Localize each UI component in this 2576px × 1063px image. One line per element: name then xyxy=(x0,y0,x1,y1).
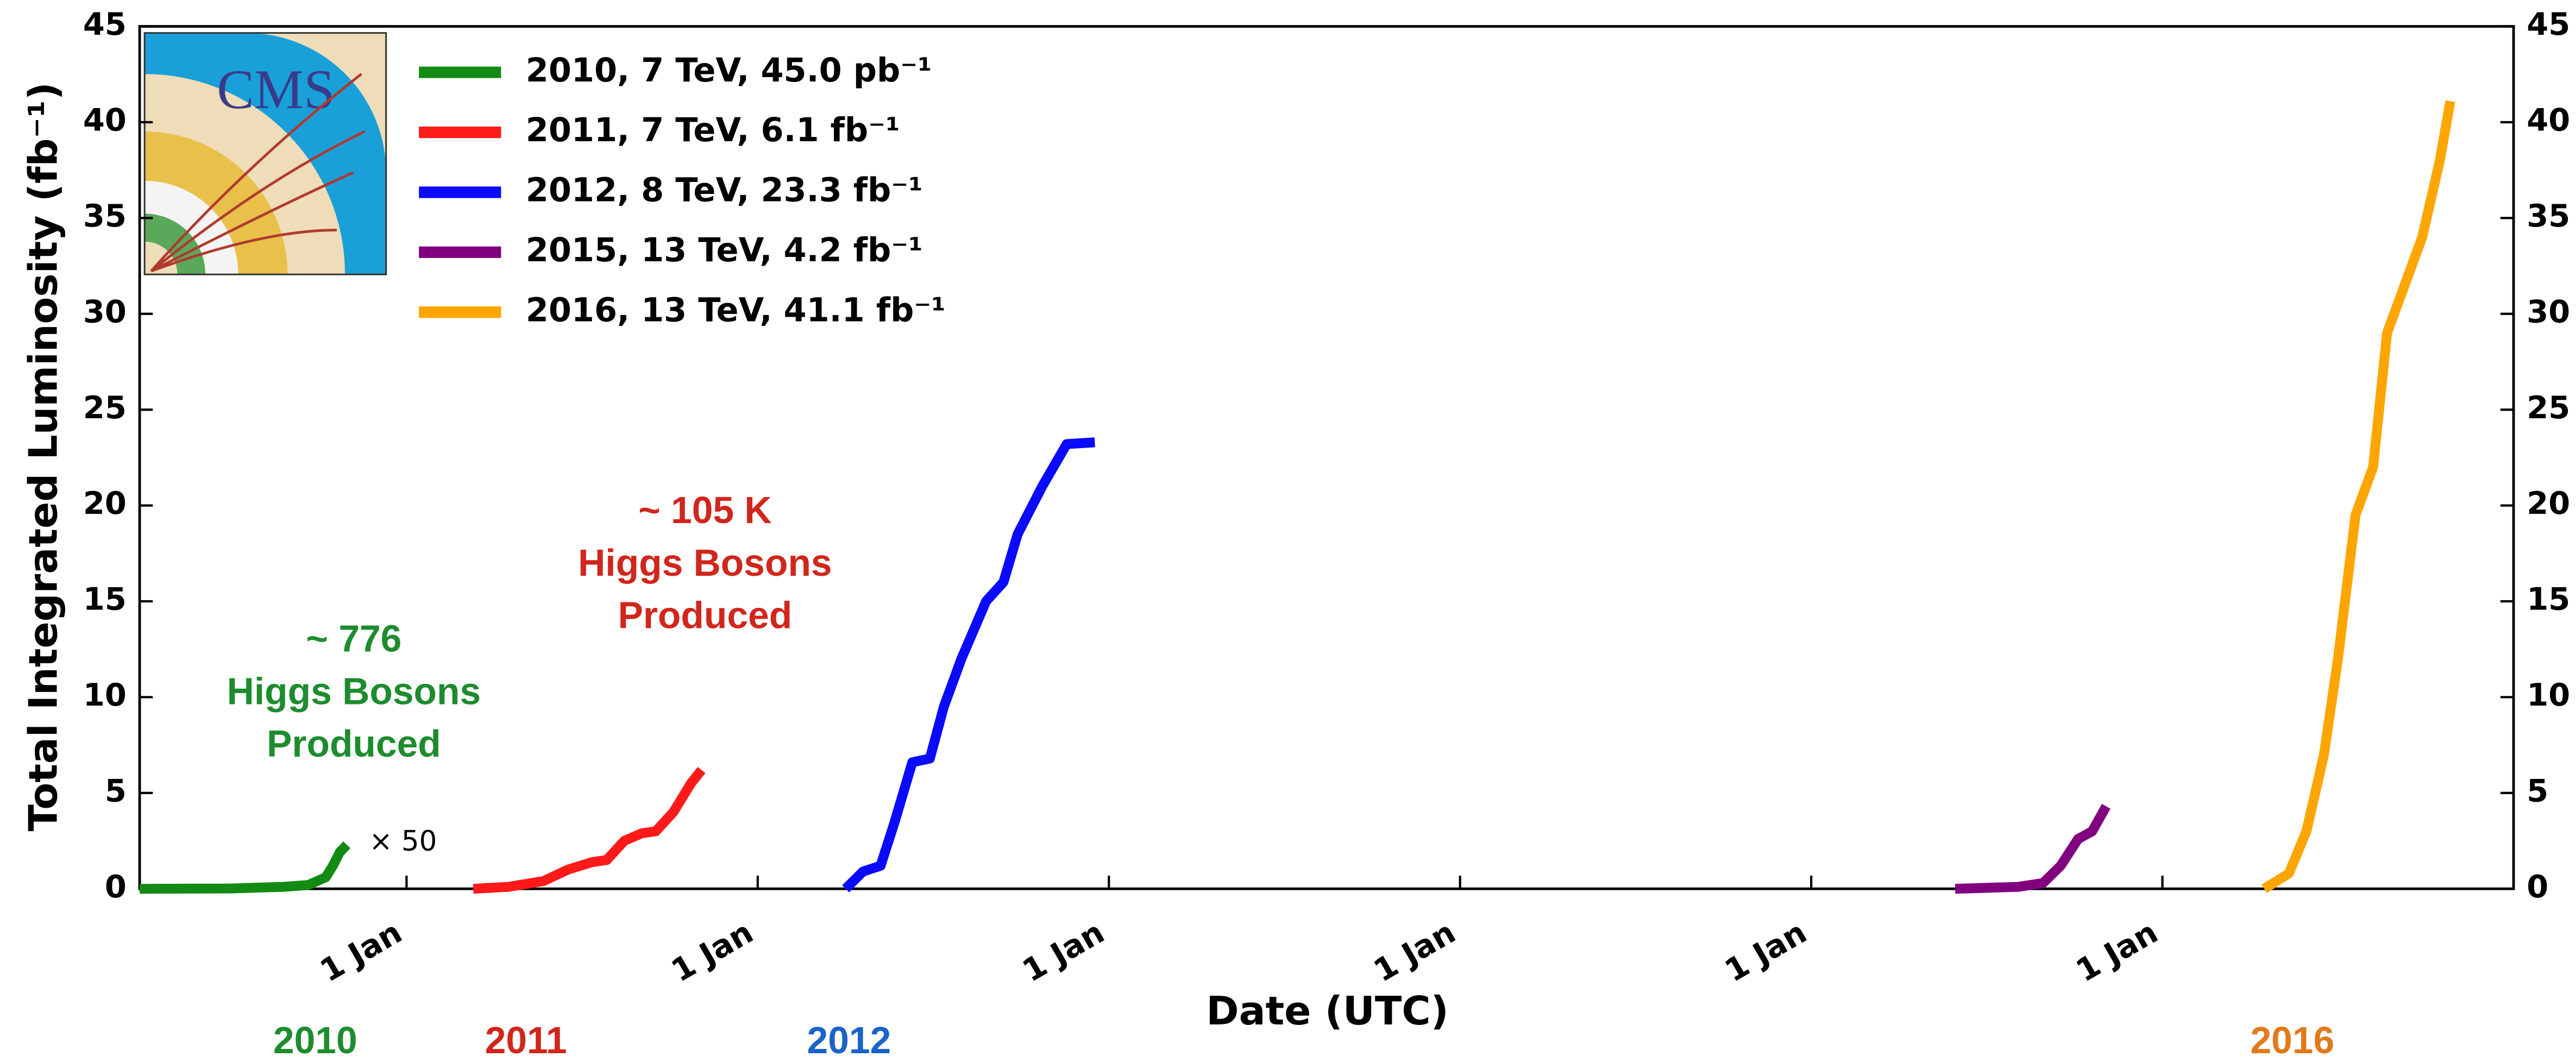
year-label: 2010 xyxy=(273,1019,357,1061)
y2-tick-label: 20 xyxy=(2527,485,2570,521)
annotation: Produced xyxy=(618,594,792,637)
y-tick-label: 30 xyxy=(83,293,127,330)
cms-logo: CMS xyxy=(144,33,386,275)
y-tick-label: 15 xyxy=(83,581,127,618)
y2-tick-label: 30 xyxy=(2527,293,2570,330)
legend-label: 2012, 8 TeV, 23.3 fb⁻¹ xyxy=(526,172,923,210)
legend-label: 2011, 7 TeV, 6.1 fb⁻¹ xyxy=(526,111,900,149)
x-tick-label: 1 Jan xyxy=(314,914,408,990)
series-line xyxy=(846,442,1095,889)
page: {"chart_data": { "type": "line", "x_labe… xyxy=(0,0,2576,1063)
x-tick-label: 1 Jan xyxy=(665,914,759,990)
year-label: 2011 xyxy=(485,1019,567,1061)
scale-note: × 50 xyxy=(369,825,437,858)
x-tick-label: 1 Jan xyxy=(1367,914,1461,990)
y-tick-label: 40 xyxy=(83,102,127,139)
x-tick-label: 1 Jan xyxy=(1719,914,1813,990)
y-axis-label: Total Integrated Luminosity (fb⁻¹) xyxy=(21,82,67,831)
annotation: Produced xyxy=(267,722,441,765)
x-tick-label: 1 Jan xyxy=(1016,914,1110,990)
series-line xyxy=(2264,101,2451,889)
y2-tick-label: 5 xyxy=(2527,772,2548,809)
series-line xyxy=(1955,806,2106,889)
legend-label: 2016, 13 TeV, 41.1 fb⁻¹ xyxy=(526,291,946,329)
series-line xyxy=(473,770,701,889)
y2-tick-label: 15 xyxy=(2527,581,2570,618)
y2-tick-label: 0 xyxy=(2527,869,2548,905)
series-line xyxy=(140,845,347,889)
year-label: 2012 xyxy=(807,1019,891,1061)
year-label: 2016 xyxy=(2250,1019,2334,1061)
y-tick-label: 5 xyxy=(105,772,127,809)
y2-tick-label: 45 xyxy=(2527,6,2570,42)
y2-tick-label: 10 xyxy=(2527,677,2570,713)
y2-tick-label: 35 xyxy=(2527,198,2570,234)
x-tick-label: 1 Jan xyxy=(2070,914,2164,990)
y-tick-label: 20 xyxy=(83,485,127,521)
y-tick-label: 25 xyxy=(83,389,127,426)
annotation: Higgs Bosons xyxy=(578,542,832,584)
y-tick-label: 10 xyxy=(83,677,127,713)
annotation: Higgs Bosons xyxy=(227,670,481,712)
legend-label: 2010, 7 TeV, 45.0 pb⁻¹ xyxy=(526,52,932,90)
y2-tick-label: 40 xyxy=(2527,102,2570,139)
legend-label: 2015, 13 TeV, 4.2 fb⁻¹ xyxy=(526,231,923,269)
annotation: ~ 776 xyxy=(306,617,401,659)
y-tick-label: 35 xyxy=(83,198,127,234)
annotation: ~ 105 K xyxy=(638,489,772,531)
x-axis-label: Date (UTC) xyxy=(1206,989,1448,1034)
y2-tick-label: 25 xyxy=(2527,389,2570,426)
plot-frame xyxy=(140,27,2514,889)
y-tick-label: 0 xyxy=(105,869,127,905)
chart: CMS Date (UTC) Total Integrated Luminosi… xyxy=(0,0,2576,1063)
y-tick-label: 45 xyxy=(83,6,127,42)
